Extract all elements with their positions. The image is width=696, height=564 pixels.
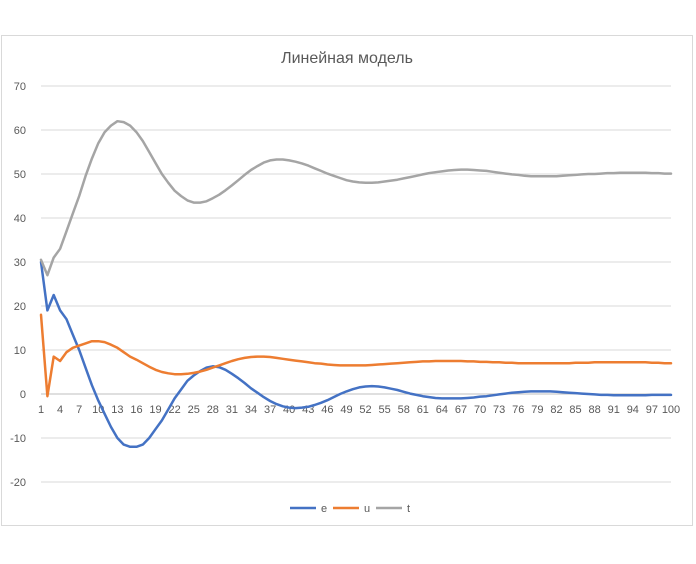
chart-frame: Линейная модель	[1, 35, 693, 526]
x-tick-label: 82	[550, 404, 562, 416]
y-tick-label: 50	[14, 169, 26, 181]
x-tick-label: 46	[321, 404, 333, 416]
x-tick-label: 19	[149, 404, 161, 416]
x-tick-label: 52	[359, 404, 371, 416]
x-tick-label: 79	[531, 404, 543, 416]
x-tick-label: 28	[207, 404, 219, 416]
y-tick-label: -10	[10, 433, 26, 445]
x-tick-label: 4	[57, 404, 63, 416]
x-tick-label: 31	[226, 404, 238, 416]
series-line-u	[39, 313, 673, 398]
x-tick-label: 25	[188, 404, 200, 416]
x-tick-label: 76	[512, 404, 524, 416]
x-tick-label: 34	[245, 404, 257, 416]
x-tick-label: 67	[455, 404, 467, 416]
x-tick-label: 88	[589, 404, 601, 416]
x-tick-label: 55	[379, 404, 391, 416]
legend-label-e: e	[321, 503, 327, 515]
x-tick-label: 7	[76, 404, 82, 416]
series-line-e	[39, 260, 673, 449]
series-line-t	[39, 119, 673, 277]
x-tick-label: 22	[169, 404, 181, 416]
y-tick-label: 0	[20, 389, 26, 401]
x-tick-label: 58	[398, 404, 410, 416]
x-tick-label: 91	[608, 404, 620, 416]
x-tick-label: 64	[436, 404, 448, 416]
y-tick-label: 60	[14, 125, 26, 137]
x-tick-label: 16	[130, 404, 142, 416]
y-tick-label: 10	[14, 345, 26, 357]
x-tick-label: 37	[264, 404, 276, 416]
x-tick-label: 73	[493, 404, 505, 416]
y-tick-label: 70	[14, 81, 26, 93]
x-tick-label: 94	[627, 404, 639, 416]
legend-label-u: u	[364, 503, 370, 515]
y-tick-label: 30	[14, 257, 26, 269]
legend-label-t: t	[407, 503, 410, 515]
x-tick-label: 49	[340, 404, 352, 416]
y-tick-label: 20	[14, 301, 26, 313]
x-tick-label: 13	[111, 404, 123, 416]
x-tick-label: 100	[662, 404, 680, 416]
chart-title: Линейная модель	[281, 50, 413, 67]
y-tick-label: 40	[14, 213, 26, 225]
x-tick-label: 85	[569, 404, 581, 416]
x-tick-label: 61	[417, 404, 429, 416]
x-tick-label: 1	[38, 404, 44, 416]
x-tick-label: 70	[474, 404, 486, 416]
x-tick-label: 97	[646, 404, 658, 416]
y-tick-label: -20	[10, 477, 26, 489]
